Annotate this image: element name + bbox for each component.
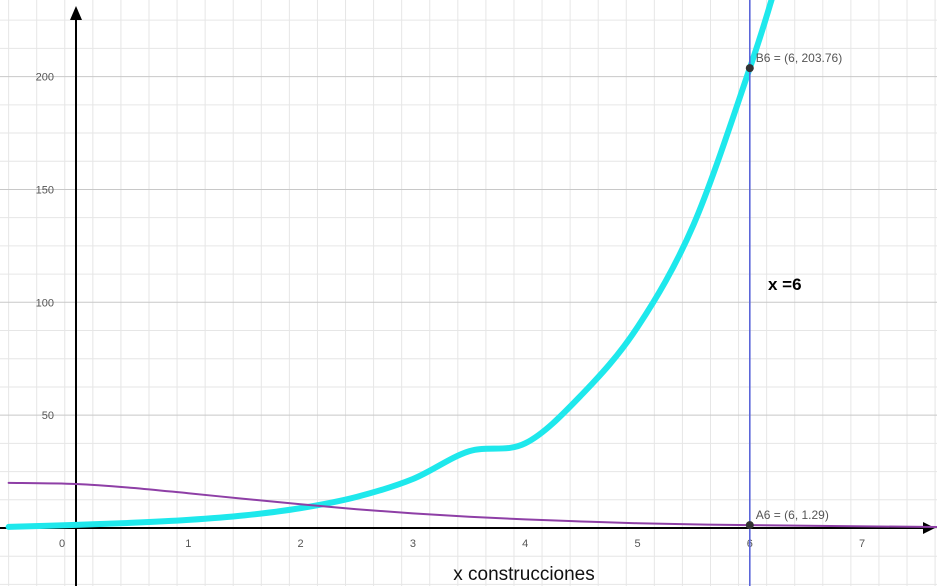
x-tick-label: 3 bbox=[410, 538, 416, 550]
x-axis-arrow bbox=[923, 522, 935, 534]
x-tick-label: 4 bbox=[522, 538, 528, 550]
series-layer bbox=[5, 0, 937, 530]
vertical-line-label: x =6 bbox=[768, 275, 802, 294]
y-tick-label: 150 bbox=[36, 184, 54, 196]
data-point-label: A6 = (6, 1.29) bbox=[756, 508, 829, 522]
data-point bbox=[745, 521, 754, 530]
y-tick-label: 50 bbox=[42, 410, 54, 422]
x-axis-label: x construcciones bbox=[453, 564, 595, 585]
data-point bbox=[745, 64, 754, 73]
data-point-label: B6 = (6, 203.76) bbox=[756, 51, 842, 65]
points-layer: B6 = (6, 203.76) A6 = (6, 1.29) bbox=[745, 51, 842, 530]
y-tick-label: 200 bbox=[36, 72, 54, 84]
series-line-decay bbox=[7, 481, 937, 529]
x-tick-label: 2 bbox=[298, 538, 304, 550]
x-tick-label: 5 bbox=[634, 538, 640, 550]
axes bbox=[0, 6, 935, 586]
y-tick-label: 100 bbox=[36, 297, 54, 309]
x-tick-label: 1 bbox=[185, 538, 191, 550]
x-tick-label: 0 bbox=[59, 538, 65, 550]
y-axis-arrow bbox=[70, 6, 82, 20]
series-line-exponential bbox=[5, 0, 775, 530]
x-tick-label: 7 bbox=[859, 538, 865, 550]
